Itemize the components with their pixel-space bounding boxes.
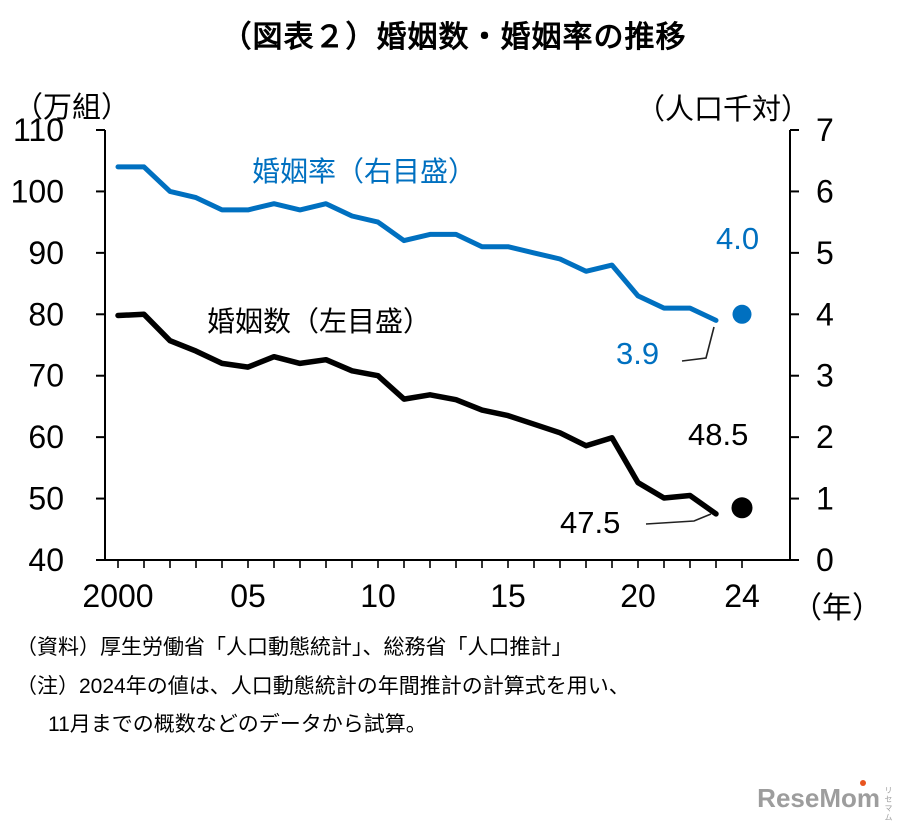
note-line-1: （注）2024年の値は、人口動態統計の年間推計の計算式を用い、 xyxy=(16,675,630,698)
right-axis-tick-label: 3 xyxy=(816,358,834,394)
x-axis-tick-label: 05 xyxy=(230,578,266,614)
resemom-logo: ReseMom リセマム xyxy=(757,780,894,822)
logo-accent-dot-icon xyxy=(860,780,866,786)
left-axis-unit: （万組） xyxy=(14,92,131,124)
axes-frame xyxy=(104,130,791,561)
count-2023-value: 47.5 xyxy=(560,505,621,540)
x-axis-tick-label: 2000 xyxy=(82,578,153,614)
right-axis-tick-label: 5 xyxy=(816,235,834,271)
estimate-dot-rate xyxy=(732,304,752,324)
left-axis-tick-label: 100 xyxy=(11,173,64,209)
x-axis-tick-label: 24 xyxy=(724,578,760,614)
count-2024-value: 48.5 xyxy=(688,417,749,452)
right-axis-unit: （人口千対） xyxy=(636,94,811,126)
right-axis-tick-label: 1 xyxy=(816,481,834,517)
left-axis-tick-label: 60 xyxy=(28,419,64,455)
left-axis-tick-label: 90 xyxy=(28,235,64,271)
note-line-2: 11月までの概数などのデータから試算。 xyxy=(48,713,427,736)
source-note: （資料）厚生労働省「人口動態統計」、総務省「人口推計」 xyxy=(16,636,573,659)
logo-text-wrap: ReseMom xyxy=(757,780,880,814)
left-axis-tick-label: 110 xyxy=(13,112,64,148)
series-line-rate xyxy=(115,164,719,323)
rate-series-label: 婚姻率（右目盛） xyxy=(252,156,477,187)
left-axis-tick-label: 50 xyxy=(28,481,64,517)
left-axis-tick-label: 40 xyxy=(28,542,64,578)
rate-2023-value: 3.9 xyxy=(616,336,660,371)
estimate-dot-marriages xyxy=(731,497,753,519)
right-axis-tick-label: 4 xyxy=(816,296,834,332)
right-axis-tick-label: 2 xyxy=(816,419,834,455)
x-axis-unit: （年） xyxy=(792,592,882,625)
x-axis-tick-label: 20 xyxy=(620,578,656,614)
annotation-connector-count-2023-value xyxy=(645,513,712,525)
right-axis-tick-label: 7 xyxy=(816,112,834,148)
right-axis-tick-label: 0 xyxy=(816,542,834,578)
annotation-connector-rate-2023-value xyxy=(681,326,715,362)
x-axis-tick-label: 10 xyxy=(360,578,396,614)
logo-subtext: リセマム xyxy=(884,786,893,822)
chart-title: （図表２）婚姻数・婚姻率の推移 xyxy=(221,21,687,54)
series-line-marriages xyxy=(115,311,719,517)
x-axis-tick-label: 15 xyxy=(490,578,526,614)
left-axis-tick-label: 80 xyxy=(28,296,64,332)
rate-2024-value: 4.0 xyxy=(716,221,760,256)
logo-text: ReseMom xyxy=(757,783,880,813)
left-axis-tick-label: 70 xyxy=(28,358,64,394)
right-axis-tick-label: 6 xyxy=(816,173,834,209)
count-series-label: 婚姻数（左目盛） xyxy=(207,306,432,337)
